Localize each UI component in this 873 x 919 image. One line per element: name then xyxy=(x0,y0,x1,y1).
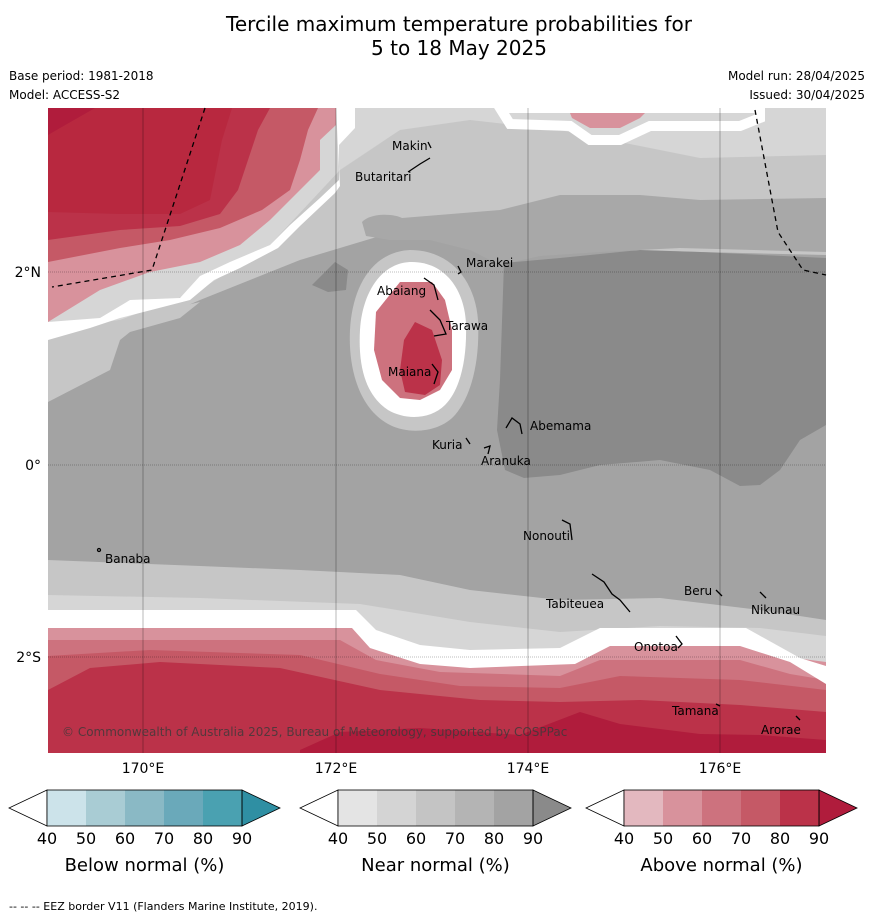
base-period: Base period: 1981-2018 xyxy=(9,69,154,83)
colorbar-segment xyxy=(86,790,125,826)
colorbar-segment xyxy=(624,790,663,826)
colorbar-tick-label: 80 xyxy=(193,829,213,848)
colorbar-tick-label: 80 xyxy=(770,829,790,848)
colorbar-segment xyxy=(494,790,533,826)
colorbar-segment xyxy=(125,790,164,826)
colorbar-2: 40 50 60 70 80 90 Near normal (%) xyxy=(299,789,572,876)
place-label-abaiang: Abaiang xyxy=(377,284,426,298)
colorbar-tick-label: 70 xyxy=(445,829,465,848)
place-label-marakei: Marakei xyxy=(466,256,513,270)
colorbar-low-extend xyxy=(585,789,625,827)
place-label-abemama: Abemama xyxy=(530,419,591,433)
lat-tick-label: 2°S xyxy=(16,650,41,666)
colorbar-tick-label: 40 xyxy=(614,829,634,848)
colorbar-tick-label: 40 xyxy=(37,829,57,848)
lat-tick-label: 2°N xyxy=(15,265,41,281)
colorbar-segment xyxy=(203,790,242,826)
place-label-beru: Beru xyxy=(684,584,712,598)
issued-date: Issued: 30/04/2025 xyxy=(749,88,865,102)
colorbar-label: Near normal (%) xyxy=(361,855,510,876)
place-labels: Makin Butaritari Marakei Abaiang Tarawa Maian… xyxy=(105,139,801,737)
place-label-onotoa: Onotoa xyxy=(634,640,678,654)
colorbar-tick-label: 60 xyxy=(115,829,135,848)
island-outlines xyxy=(96,141,801,721)
colorbar-tick-label: 90 xyxy=(523,829,543,848)
colorbar-tick-label: 90 xyxy=(232,829,252,848)
lon-tick-label: 172°E xyxy=(315,761,358,777)
colorbar-segment xyxy=(663,790,702,826)
colorbar-segment xyxy=(416,790,455,826)
title-line-2: 5 to 18 May 2025 xyxy=(371,36,547,60)
colorbar-high-extend xyxy=(532,789,572,827)
colorbar-high-extend xyxy=(818,789,858,827)
place-label-arorae: Arorae xyxy=(761,723,801,737)
place-label-tamana: Tamana xyxy=(671,704,719,718)
copyright-notice: © Commonwealth of Australia 2025, Bureau… xyxy=(62,725,567,739)
colorbar-tick-label: 60 xyxy=(692,829,712,848)
place-label-nikunau: Nikunau xyxy=(751,603,800,617)
colorbar-tick-label: 80 xyxy=(484,829,504,848)
colorbar-segment xyxy=(780,790,819,826)
colorbar-1: 40 50 60 70 80 90 Below normal (%) xyxy=(8,789,281,876)
colorbar-segment xyxy=(338,790,377,826)
colorbar-tick-label: 40 xyxy=(328,829,348,848)
colorbar-segment xyxy=(702,790,741,826)
map-title: Tercile maximum temperature probabilitie… xyxy=(0,12,873,60)
colorbar-label: Below normal (%) xyxy=(65,855,225,876)
colorbar-high-extend xyxy=(241,789,281,827)
colorbar-segment xyxy=(741,790,780,826)
colorbar-label: Above normal (%) xyxy=(640,855,802,876)
gridlines xyxy=(48,108,826,753)
colorbar-tick-label: 50 xyxy=(653,829,673,848)
colorbar-segment xyxy=(455,790,494,826)
colorbar-segment xyxy=(164,790,203,826)
lat-tick-label: 0° xyxy=(25,458,41,474)
meta-right: Model run: 28/04/2025 Issued: 30/04/2025 xyxy=(728,69,865,107)
colorbar-segment xyxy=(377,790,416,826)
colorbar-segment xyxy=(47,790,86,826)
place-label-butaritari: Butaritari xyxy=(355,170,412,184)
model-run: Model run: 28/04/2025 xyxy=(727,69,865,83)
lon-tick-label: 170°E xyxy=(122,761,165,777)
place-label-makin: Makin xyxy=(392,139,428,153)
title-line-1: Tercile maximum temperature probabilitie… xyxy=(226,12,692,36)
place-label-kuria: Kuria xyxy=(432,438,463,452)
lon-tick-label: 174°E xyxy=(507,761,550,777)
place-label-nonouti: Nonouti xyxy=(523,529,570,543)
colorbar-tick-label: 50 xyxy=(76,829,96,848)
eez-footnote: -- -- -- EEZ border V11 (Flanders Marine… xyxy=(9,900,318,913)
place-label-banaba: Banaba xyxy=(105,552,151,566)
meta-left: Base period: 1981-2018 Model: ACCESS-S2 xyxy=(9,69,154,107)
colorbar-tick-label: 50 xyxy=(367,829,387,848)
lon-tick-label: 176°E xyxy=(699,761,742,777)
longitude-labels: 170°E 172°E 174°E 176°E xyxy=(122,761,742,777)
place-label-tarawa: Tarawa xyxy=(445,319,488,333)
eez-borders xyxy=(51,107,827,288)
place-label-tabiteuea: Tabiteuea xyxy=(545,597,604,611)
colorbar-tick-label: 60 xyxy=(406,829,426,848)
colorbar-3: 40 50 60 70 80 90 Above normal (%) xyxy=(585,789,858,876)
colorbar-tick-label: 90 xyxy=(809,829,829,848)
place-label-aranuka: Aranuka xyxy=(481,454,531,468)
colorbar-tick-label: 70 xyxy=(154,829,174,848)
colorbar-tick-label: 70 xyxy=(731,829,751,848)
colorbar-low-extend xyxy=(8,789,48,827)
latitude-labels: 2°N 0° 2°S xyxy=(15,265,42,666)
place-label-maiana: Maiana xyxy=(388,365,431,379)
colorbars: 40 50 60 70 80 90 Below normal (%) 40 50 60 70 80 90… xyxy=(8,789,858,876)
probability-map xyxy=(48,108,826,753)
model-name: Model: ACCESS-S2 xyxy=(9,88,121,102)
colorbar-low-extend xyxy=(299,789,339,827)
